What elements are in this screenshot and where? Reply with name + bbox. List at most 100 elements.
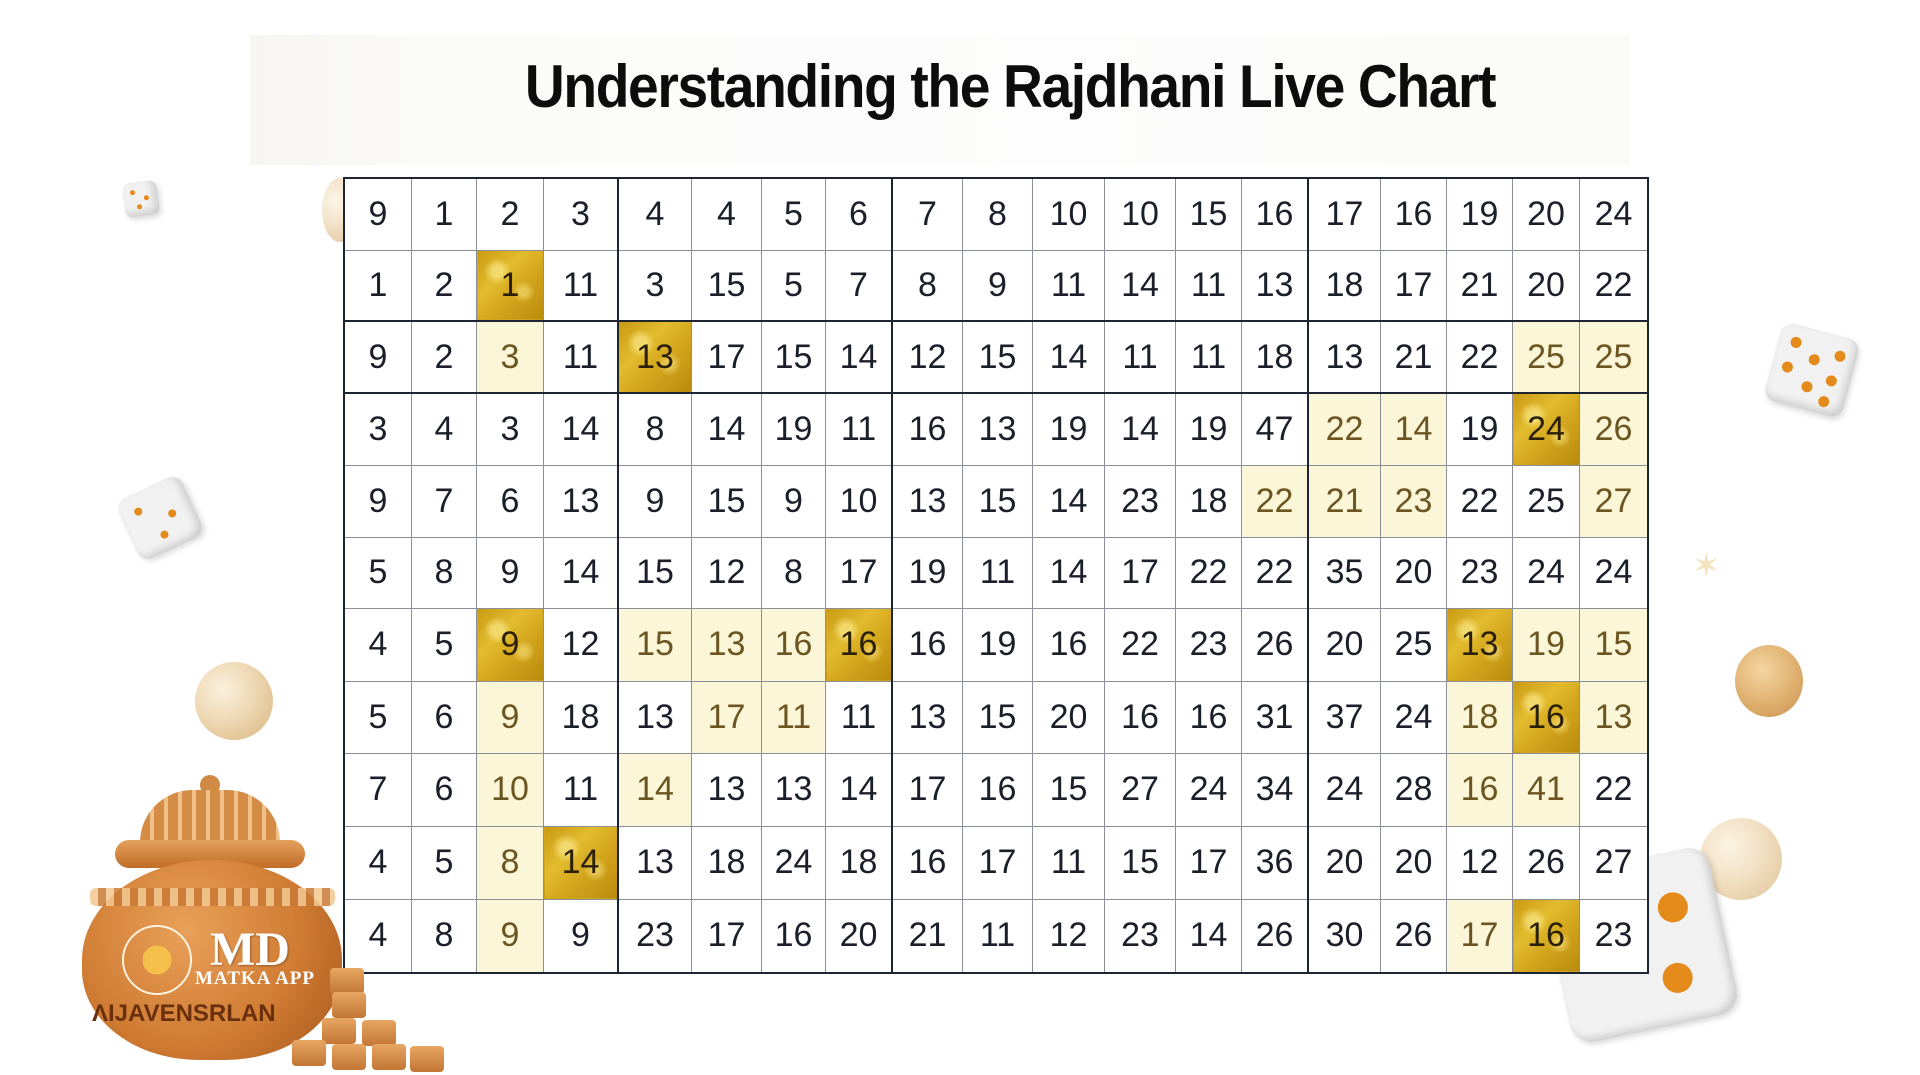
chart-cell: 20 — [1307, 825, 1381, 900]
chart-cell: 13 — [1446, 607, 1513, 682]
chart-cell: 1 — [411, 177, 477, 251]
chart-cell: 23 — [1104, 898, 1176, 974]
chart-cell: 12 — [1032, 898, 1105, 974]
chart-cell: 9 — [343, 320, 412, 394]
chart-cell: 15 — [691, 464, 762, 538]
chart-cell: 47 — [1241, 392, 1309, 466]
chart-cell: 26 — [1380, 898, 1447, 974]
pot-lettering: ΛIJAVENSRLAN — [92, 1000, 276, 1027]
star-icon: ✶ — [1692, 547, 1721, 585]
chart-cell: 10 — [825, 464, 893, 538]
chart-cell: 17 — [1175, 825, 1242, 900]
chart-cell: 16 — [1104, 680, 1176, 754]
chart-cell: 6 — [825, 177, 893, 251]
chart-cell: 17 — [1307, 177, 1381, 251]
chart-cell: 23 — [617, 898, 692, 974]
chart-cell: 15 — [761, 320, 826, 394]
chart-cell: 21 — [1307, 464, 1381, 538]
chart-cell: 11 — [1032, 825, 1105, 900]
chart-cell: 18 — [1307, 249, 1381, 322]
chart-cell: 5 — [343, 536, 412, 609]
chart-cell: 31 — [1241, 680, 1309, 754]
chart-cell: 14 — [543, 392, 619, 466]
chart-cell: 14 — [617, 752, 692, 827]
chart-cell: 24 — [1512, 536, 1580, 609]
chart-cell: 22 — [1241, 464, 1309, 538]
chart-cell: 24 — [1512, 392, 1580, 466]
chart-cell: 17 — [691, 898, 762, 974]
chart-cell: 3 — [343, 392, 412, 466]
chart-cell: 11 — [543, 249, 619, 322]
coin-icon — [1735, 645, 1803, 717]
chart-cell: 5 — [761, 249, 826, 322]
chart-cell: 19 — [962, 607, 1033, 682]
chart-cell: 13 — [1307, 320, 1381, 394]
chart-cell: 10 — [476, 752, 544, 827]
chart-cell: 15 — [617, 536, 692, 609]
chart-cell: 7 — [411, 464, 477, 538]
chart-cell: 26 — [1579, 392, 1649, 466]
chart-cell: 20 — [825, 898, 893, 974]
chart-cell: 21 — [1380, 320, 1447, 394]
pot-band — [90, 888, 335, 906]
chart-cell: 22 — [1446, 320, 1513, 394]
chart-cell: 26 — [1512, 825, 1580, 900]
chart-cell: 12 — [691, 536, 762, 609]
chart-cell: 19 — [891, 536, 963, 609]
brand-md: MD — [210, 923, 290, 976]
chart-cell: 9 — [476, 607, 544, 682]
caramel-icon — [292, 1040, 326, 1066]
chart-cell: 9 — [476, 536, 544, 609]
chart-cell: 22 — [1307, 392, 1381, 466]
chart-cell: 22 — [1175, 536, 1242, 609]
chart-cell: 4 — [343, 825, 412, 900]
chart-cell: 11 — [543, 320, 619, 394]
chart-cell: 8 — [761, 536, 826, 609]
chart-cell: 13 — [617, 320, 692, 394]
chart-cell: 9 — [617, 464, 692, 538]
chart-cell: 9 — [476, 898, 544, 974]
chart-cell: 8 — [476, 825, 544, 900]
table-row: 7 6 10 11 14 13 13 14 17 16 15 27 24 34 24 28 16 41 22 — [343, 752, 1649, 827]
chart-cell: 37 — [1307, 680, 1381, 754]
chart-cell: 1 — [343, 249, 412, 322]
chart-cell: 3 — [476, 392, 544, 466]
table-row: 5 6 9 18 13 17 11 11 13 15 20 16 16 31 37 24 18 16 13 — [343, 680, 1649, 754]
chart-cell: 28 — [1380, 752, 1447, 827]
chart-cell: 23 — [1104, 464, 1176, 538]
chart-cell: 11 — [1175, 320, 1242, 394]
caramel-icon — [410, 1046, 444, 1072]
chart-cell: 15 — [962, 320, 1033, 394]
chart-cell: 16 — [1175, 680, 1242, 754]
chart-cell: 23 — [1175, 607, 1242, 682]
chart-cell: 23 — [1446, 536, 1513, 609]
chart-cell: 17 — [1104, 536, 1176, 609]
chart-cell: 11 — [1032, 249, 1105, 322]
chart-cell: 14 — [825, 752, 893, 827]
chart-cell: 13 — [891, 680, 963, 754]
chart-cell: 3 — [476, 320, 544, 394]
chart-cell: 12 — [891, 320, 963, 394]
caramel-icon — [332, 1044, 366, 1070]
chart-cell: 19 — [1175, 392, 1242, 466]
chart-cell: 15 — [1104, 825, 1176, 900]
chart-cell: 14 — [1032, 536, 1105, 609]
chart-cell: 25 — [1512, 320, 1580, 394]
chart-cell: 13 — [543, 464, 619, 538]
chart-cell: 16 — [761, 898, 826, 974]
chart-cell: 30 — [1307, 898, 1381, 974]
chart-cell: 24 — [1579, 536, 1649, 609]
chart-cell: 22 — [1579, 249, 1649, 322]
dice-icon — [121, 179, 161, 219]
dice-icon — [1763, 321, 1861, 419]
chart-cell: 13 — [761, 752, 826, 827]
chart-cell: 21 — [891, 898, 963, 974]
chart-cell: 15 — [1032, 752, 1105, 827]
chart-cell: 7 — [891, 177, 963, 251]
chart-cell: 10 — [1032, 177, 1105, 251]
chart-cell: 13 — [1579, 680, 1649, 754]
table-row: 5 8 9 14 15 12 8 17 19 11 14 17 22 22 35 20 23 24 24 — [343, 536, 1649, 609]
chart-cell: 11 — [962, 898, 1033, 974]
title-background — [250, 35, 1630, 165]
chart-cell: 4 — [343, 898, 412, 974]
